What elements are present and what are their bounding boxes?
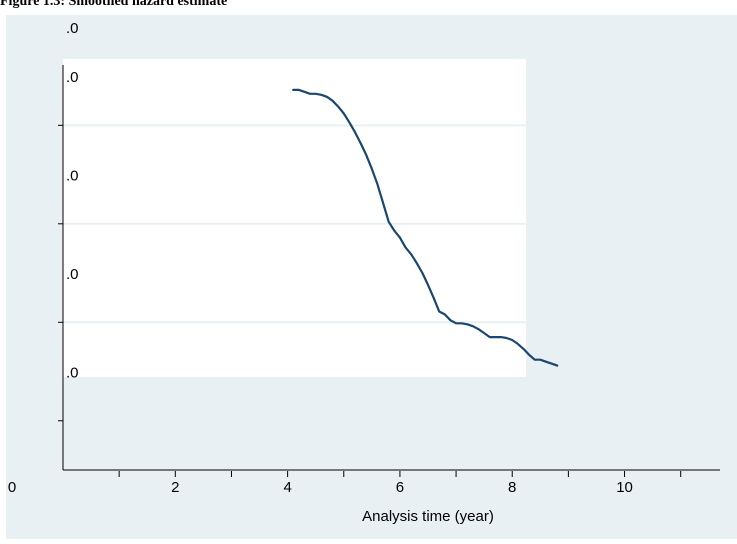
x-tick-label-4: 4 — [283, 479, 291, 496]
series-line-0 — [292, 88, 559, 367]
y-tick-label-8: .0 — [66, 20, 79, 37]
y-tick-label-5: .0 — [66, 168, 79, 185]
x-tick-label-0: 0 — [8, 479, 16, 496]
y-tick-label-3: .0 — [66, 266, 79, 283]
x-tick-label-2: 2 — [171, 479, 179, 496]
labels: .0 .0 .0 .0 .0 0 2 4 6 8 10 Analysis time (year) — [8, 20, 633, 525]
y-tick-label-7: .0 — [66, 69, 79, 86]
axes — [62, 65, 720, 471]
x-tick-label-10: 10 — [616, 479, 633, 496]
figure-caption: Figure 1.3: Smoothed hazard estimate — [0, 0, 228, 9]
series — [292, 88, 559, 367]
gridlines — [63, 124, 526, 324]
inner-panel — [63, 59, 526, 377]
plot-region: .0 .0 .0 .0 .0 0 2 4 6 8 10 Analysis time (year) — [6, 15, 737, 539]
x-tick-label-6: 6 — [396, 479, 404, 496]
ticks — [58, 124, 682, 477]
hazard-chart: .0 .0 .0 .0 .0 0 2 4 6 8 10 Analysis time (year) — [8, 20, 720, 525]
x-tick-label-8: 8 — [508, 479, 516, 496]
y-tick-label-1: .0 — [66, 365, 79, 382]
x-axis-title: Analysis time (year) — [362, 508, 494, 525]
